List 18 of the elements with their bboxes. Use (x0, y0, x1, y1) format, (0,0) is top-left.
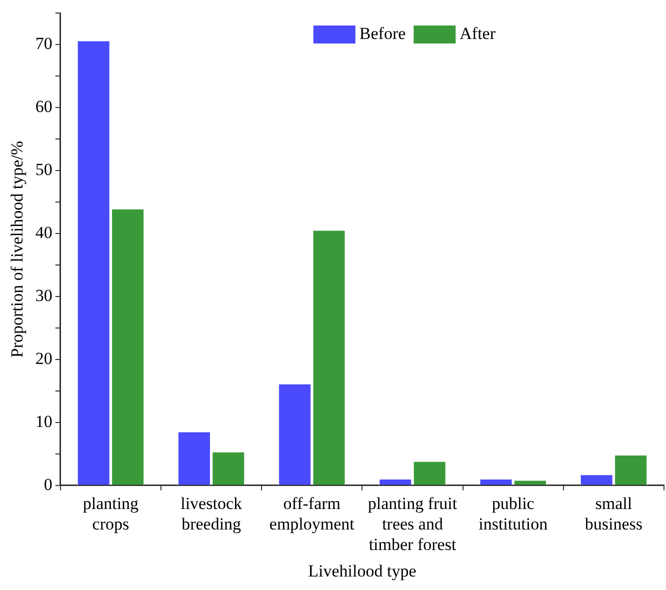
y-tick-label: 50 (35, 160, 52, 180)
legend-label: After (460, 24, 496, 43)
x-tick-label: livestock breeding (180, 494, 242, 534)
y-tick-label: 0 (44, 474, 52, 494)
y-tick-label: 70 (35, 34, 52, 54)
x-tick-label: off-farm employment (269, 494, 355, 534)
y-tick-label: 60 (35, 97, 52, 116)
legend-label: Before (359, 24, 406, 43)
x-tick-label: planting crops (82, 494, 140, 534)
y-tick-label: 30 (35, 286, 52, 305)
x-tick-label: planting fruit trees and timber forest (368, 494, 458, 554)
x-tick-label: small business (584, 494, 643, 534)
y-tick-label: 10 (35, 412, 52, 431)
y-tick-label: 20 (35, 348, 52, 368)
x-tick-label: public institution (478, 494, 548, 534)
x-axis-title: Livehilood type (308, 561, 416, 580)
y-tick-label: 40 (35, 223, 52, 242)
y-axis-title: Proportion of livelihood type/% (8, 140, 27, 358)
